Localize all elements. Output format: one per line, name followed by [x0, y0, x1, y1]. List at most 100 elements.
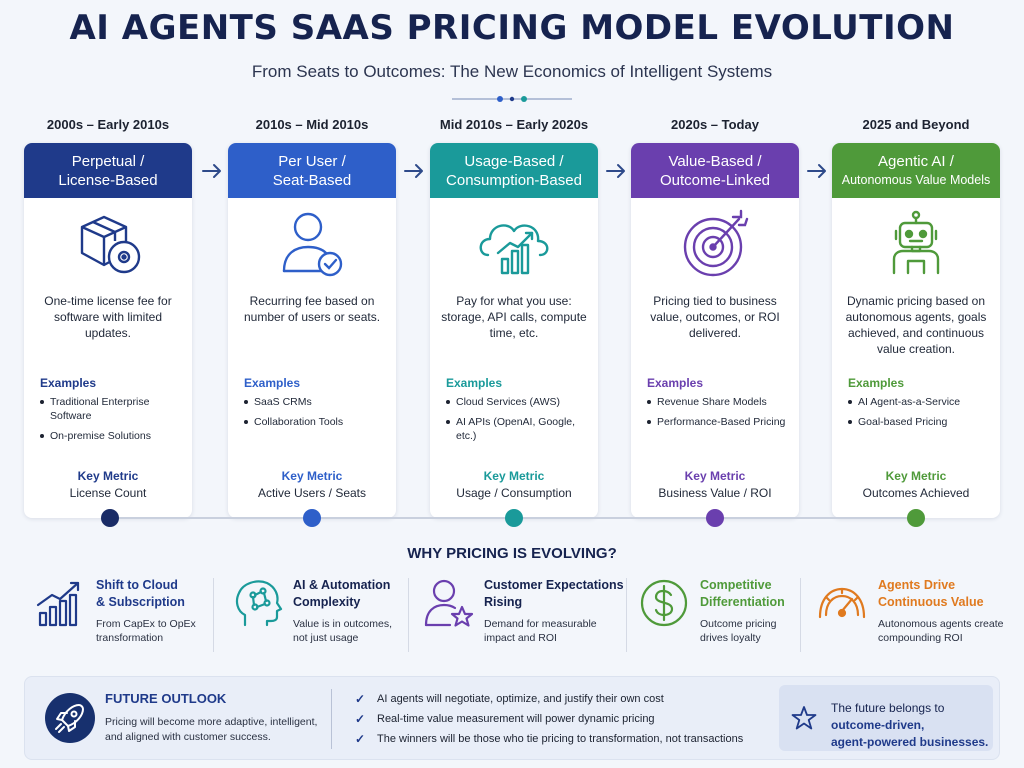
point-text: The winners will be those who tie pricin… — [377, 733, 744, 745]
reason-description: From CapEx to OpEx transformation — [96, 617, 196, 645]
reason-title: Customer Expectations Rising — [484, 577, 624, 611]
reason-ai-automation: AI & Automation Complexity Value is in o… — [231, 577, 411, 659]
reason-title-line1: Competitive — [700, 578, 772, 592]
examples-label: Examples — [244, 376, 301, 390]
growth-chart-icon — [36, 581, 80, 627]
key-metric-value: Business Value / ROI — [658, 486, 772, 500]
era-period-5: 2025 and Beyond — [862, 117, 970, 132]
outlook-desc-line2: and aligned with customer success. — [105, 731, 271, 743]
reason-desc-line1: Autonomous agents create — [878, 618, 1004, 630]
examples-label: Examples — [848, 376, 905, 390]
list-item: SaaS CRMs — [242, 395, 390, 409]
reason-description: Demand for measurable impact and ROI — [484, 617, 597, 645]
reason-description: Outcome pricing drives loyalty — [700, 617, 776, 645]
pricing-card-perpetual: Perpetual / License-Based One-time licen… — [24, 143, 192, 518]
timeline-dot — [706, 509, 724, 527]
check-icon: ✓ — [355, 712, 366, 726]
key-metric-label: Key Metric — [885, 469, 947, 483]
page-title: AI AGENTS SAAS PRICING MODEL EVOLUTION — [69, 8, 955, 48]
key-metric-label: Key Metric — [77, 469, 139, 483]
card-title-line2: Consumption-Based — [446, 171, 582, 189]
outlook-points: ✓ AI agents will negotiate, optimize, and… — [355, 689, 743, 749]
list-item: ✓ Real-time value measurement will power … — [355, 709, 743, 729]
card-title-line2: Autonomous Value Models — [841, 172, 991, 187]
arrow-right-icon — [807, 164, 826, 178]
key-metric-value: Active Users / Seats — [257, 486, 367, 500]
reason-desc-line2: impact and ROI — [484, 632, 557, 644]
box-disc-icon — [80, 215, 141, 274]
arrow-right-icon — [606, 164, 625, 178]
arrow-right-icon — [202, 164, 221, 178]
point-text: Real-time value measurement will power d… — [377, 713, 655, 725]
outlook-title: FUTURE OUTLOOK — [105, 691, 227, 706]
gauge-icon — [818, 587, 866, 619]
examples-list: AI Agent-as-a-Service Goal-based Pricing — [846, 395, 994, 435]
list-item: On-premise Solutions — [38, 429, 186, 443]
future-callout: The future belongs to outcome-driven, ag… — [779, 685, 993, 751]
list-item: ✓ AI agents will negotiate, optimize, and… — [355, 689, 743, 709]
reason-title-line1: Agents Drive — [878, 578, 956, 592]
future-callout-text: The future belongs to outcome-driven, ag… — [831, 700, 988, 751]
card-header: Usage-Based / Consumption-Based — [430, 143, 598, 198]
pricing-card-value: Value-Based / Outcome-Linked Pricing tie… — [631, 143, 799, 518]
page-subtitle: From Seats to Outcomes: The New Economic… — [251, 62, 773, 81]
examples-list: SaaS CRMs Collaboration Tools — [242, 395, 390, 435]
era-period-3: Mid 2010s – Early 2020s — [439, 117, 589, 132]
examples-label: Examples — [647, 376, 704, 390]
card-title-line2: License-Based — [58, 171, 158, 189]
card-title-line1: Perpetual / — [71, 152, 145, 170]
future-line2: outcome-driven, — [831, 718, 925, 732]
target-icon — [683, 209, 749, 277]
reason-title-line1: Shift to Cloud — [96, 578, 178, 592]
list-item: ✓ The winners will be those who tie prici… — [355, 729, 743, 749]
reason-desc-line1: Outcome pricing — [700, 618, 777, 630]
reason-desc-line1: Value is in outcomes, — [293, 618, 393, 630]
examples-label: Examples — [446, 376, 503, 390]
timeline-dot — [505, 509, 523, 527]
reason-title: Shift to Cloud & Subscription — [96, 577, 185, 611]
pricing-card-usage: Usage-Based / Consumption-Based Pay for … — [430, 143, 598, 518]
future-outlook-panel: FUTURE OUTLOOK Pricing will become more … — [24, 676, 1000, 760]
reason-competitive: Competitive Differentiation Outcome pric… — [638, 577, 808, 659]
reason-divider — [800, 578, 801, 652]
card-title-line1: Usage-Based / — [464, 152, 564, 170]
reason-title-line2: Continuous Value — [878, 595, 984, 609]
card-header: Per User / Seat-Based — [228, 143, 396, 198]
reason-title: Competitive Differentiation — [700, 577, 785, 611]
card-description: Dynamic pricing based on autonomous agen… — [845, 294, 987, 356]
reason-desc-line1: From CapEx to OpEx — [96, 618, 196, 630]
list-item: Collaboration Tools — [242, 415, 390, 429]
star-icon — [791, 706, 817, 730]
era-period-4: 2020s – Today — [671, 117, 759, 132]
era-period-1: 2000s – Early 2010s — [46, 117, 170, 132]
list-item: Performance-Based Pricing — [645, 415, 793, 429]
key-metric-label: Key Metric — [281, 469, 343, 483]
card-title-line1: Per User / — [278, 152, 346, 170]
user-star-icon — [424, 579, 474, 627]
reason-title-line1: AI & Automation — [293, 578, 391, 592]
examples-list: Traditional Enterprise Software On-premi… — [38, 395, 186, 449]
reason-desc-line2: not just usage — [293, 632, 359, 644]
check-icon: ✓ — [355, 692, 366, 706]
reason-desc-line2: drives loyalty — [700, 632, 761, 644]
reason-cloud: Shift to Cloud & Subscription From CapEx… — [34, 577, 224, 659]
era-period-2: 2010s – Mid 2010s — [255, 117, 369, 132]
reason-title-line2: & Subscription — [96, 595, 185, 609]
cloud-chart-icon — [479, 224, 549, 275]
reason-agents: Agents Drive Continuous Value Autonomous… — [816, 577, 1016, 659]
list-item: Revenue Share Models — [645, 395, 793, 409]
why-section-title: WHY PRICING IS EVOLVING? — [407, 545, 617, 562]
timeline-dot — [303, 509, 321, 527]
reason-desc-line1: Demand for measurable — [484, 618, 597, 630]
rocket-icon — [55, 704, 84, 733]
card-header: Perpetual / License-Based — [24, 143, 192, 198]
outlook-divider — [331, 689, 332, 749]
timeline-dot — [907, 509, 925, 527]
list-item: AI APIs (OpenAI, Google, etc.) — [444, 415, 592, 443]
reason-title: Agents Drive Continuous Value — [878, 577, 984, 611]
card-title-line1: Agentic AI / — [878, 152, 954, 170]
pricing-card-per-user: Per User / Seat-Based Recurring fee base… — [228, 143, 396, 518]
pricing-card-agentic: Agentic AI / Autonomous Value Models Dyn… — [832, 143, 1000, 518]
point-text: AI agents will negotiate, optimize, and … — [377, 693, 664, 705]
robot-icon — [892, 210, 940, 275]
